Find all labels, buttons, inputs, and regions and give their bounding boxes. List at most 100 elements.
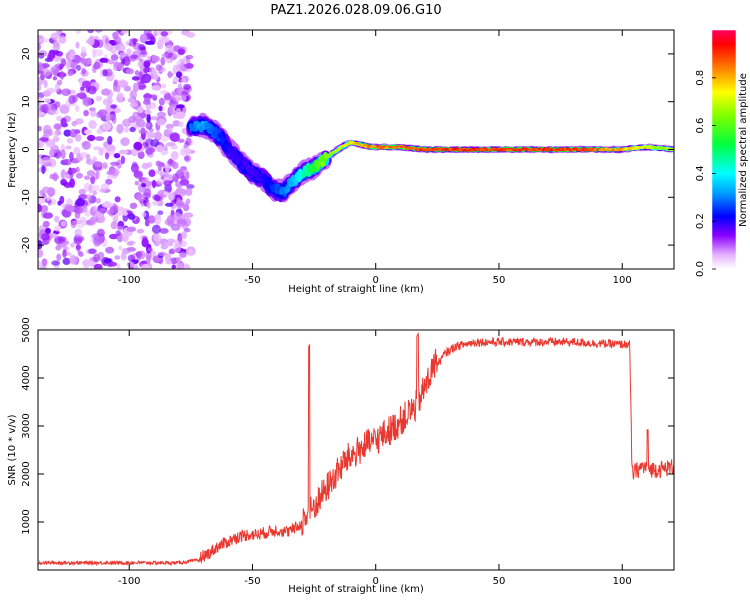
noise-blob <box>41 258 48 267</box>
noise-blob <box>161 53 169 58</box>
noise-blob <box>183 83 192 91</box>
spectrogram-y-ticks: -20 -10 0 10 20 <box>21 48 674 253</box>
noise-blob <box>136 106 144 114</box>
spectrogram-ridge <box>186 112 674 203</box>
noise-blob <box>74 134 82 142</box>
noise-blob <box>78 251 84 257</box>
colorbar-tick-label: 0.4 <box>695 165 706 181</box>
noise-blob <box>163 191 169 196</box>
noise-blob <box>164 164 170 173</box>
noise-blob <box>129 54 139 59</box>
noise-blob <box>159 228 169 234</box>
noise-blob <box>93 235 103 246</box>
noise-blob <box>112 64 120 72</box>
noise-blob <box>128 240 136 246</box>
noise-blob <box>175 257 181 263</box>
noise-blob <box>86 193 92 201</box>
noise-blob <box>144 40 155 45</box>
snr-series-line <box>38 331 674 567</box>
noise-blob <box>58 35 67 44</box>
noise-blob <box>126 48 132 56</box>
noise-blob <box>107 135 113 145</box>
noise-blob <box>97 251 105 261</box>
noise-blob <box>41 165 46 175</box>
colorbar-label: Normalized spectral amplitude <box>738 73 749 227</box>
noise-blob <box>184 154 192 163</box>
noise-blob <box>113 153 121 159</box>
noise-blob <box>59 70 65 80</box>
noise-blob <box>145 180 151 188</box>
noise-blob <box>103 202 114 207</box>
noise-blob <box>96 228 105 237</box>
noise-blob <box>93 263 103 269</box>
noise-blob <box>43 129 52 137</box>
noise-blob <box>45 103 54 108</box>
noise-blob <box>178 121 184 128</box>
noise-blob <box>173 212 181 221</box>
noise-blob <box>132 82 139 93</box>
noise-blob <box>38 109 42 118</box>
noise-blob <box>168 158 174 165</box>
noise-blob <box>81 260 89 266</box>
noise-blob <box>101 121 112 131</box>
noise-blob <box>183 228 191 233</box>
noise-blob <box>97 109 108 118</box>
noise-blob <box>59 104 70 115</box>
noise-blob <box>96 128 103 135</box>
noise-blob <box>130 163 139 173</box>
noise-blob <box>88 85 97 95</box>
noise-blob <box>129 102 138 107</box>
noise-blob <box>137 150 145 160</box>
noise-blob <box>140 127 146 134</box>
noise-blob <box>116 263 121 269</box>
spectrogram-x-tick-label: 0 <box>373 275 379 286</box>
noise-blob <box>132 111 140 121</box>
noise-blob <box>143 60 151 69</box>
noise-blob <box>139 33 148 44</box>
noise-blob <box>181 90 188 96</box>
noise-blob <box>83 58 89 67</box>
noise-blob <box>129 202 138 209</box>
noise-blob <box>60 118 67 127</box>
colorbar-tick-label: 0.8 <box>695 70 706 86</box>
noise-blob <box>137 60 142 68</box>
noise-blob <box>165 259 172 265</box>
snr-x-tick-label: 100 <box>613 576 632 587</box>
noise-blob <box>141 122 151 128</box>
noise-blob <box>151 85 161 91</box>
noise-blob <box>182 203 190 212</box>
noise-blob <box>49 109 59 115</box>
noise-blob <box>51 198 57 205</box>
ridge-mark <box>338 147 343 150</box>
noise-blob <box>39 37 50 43</box>
noise-blob <box>62 257 71 265</box>
noise-blob <box>148 169 156 177</box>
noise-blob <box>144 219 150 227</box>
noise-blob <box>81 140 91 150</box>
noise-blob <box>38 125 42 132</box>
noise-blob <box>57 79 63 86</box>
spectrogram-y-tick-label: -20 <box>21 237 32 253</box>
noise-blob <box>116 93 124 103</box>
noise-blob <box>75 198 86 207</box>
noise-blob <box>155 214 162 225</box>
noise-blob <box>38 43 41 51</box>
snr-panel: -100 -50 0 50 100 1000 2000 3000 4000 5000 Heigh… <box>7 317 675 595</box>
spectrogram-y-label: Frequency (Hz) <box>7 112 18 188</box>
noise-blob <box>102 98 112 106</box>
noise-blob <box>147 215 156 224</box>
noise-blob <box>95 30 103 33</box>
ridge-mark <box>356 142 361 145</box>
noise-blob <box>41 233 51 241</box>
noise-blob <box>119 52 127 58</box>
noise-blob <box>155 130 161 140</box>
noise-blob <box>114 255 121 260</box>
noise-blob <box>164 99 170 104</box>
noise-blob <box>38 156 43 164</box>
noise-blob <box>102 162 108 169</box>
noise-blob <box>83 175 91 180</box>
noise-blob <box>155 64 163 71</box>
spectrogram-y-tick-label: 10 <box>21 95 32 108</box>
noise-blob <box>151 224 161 234</box>
